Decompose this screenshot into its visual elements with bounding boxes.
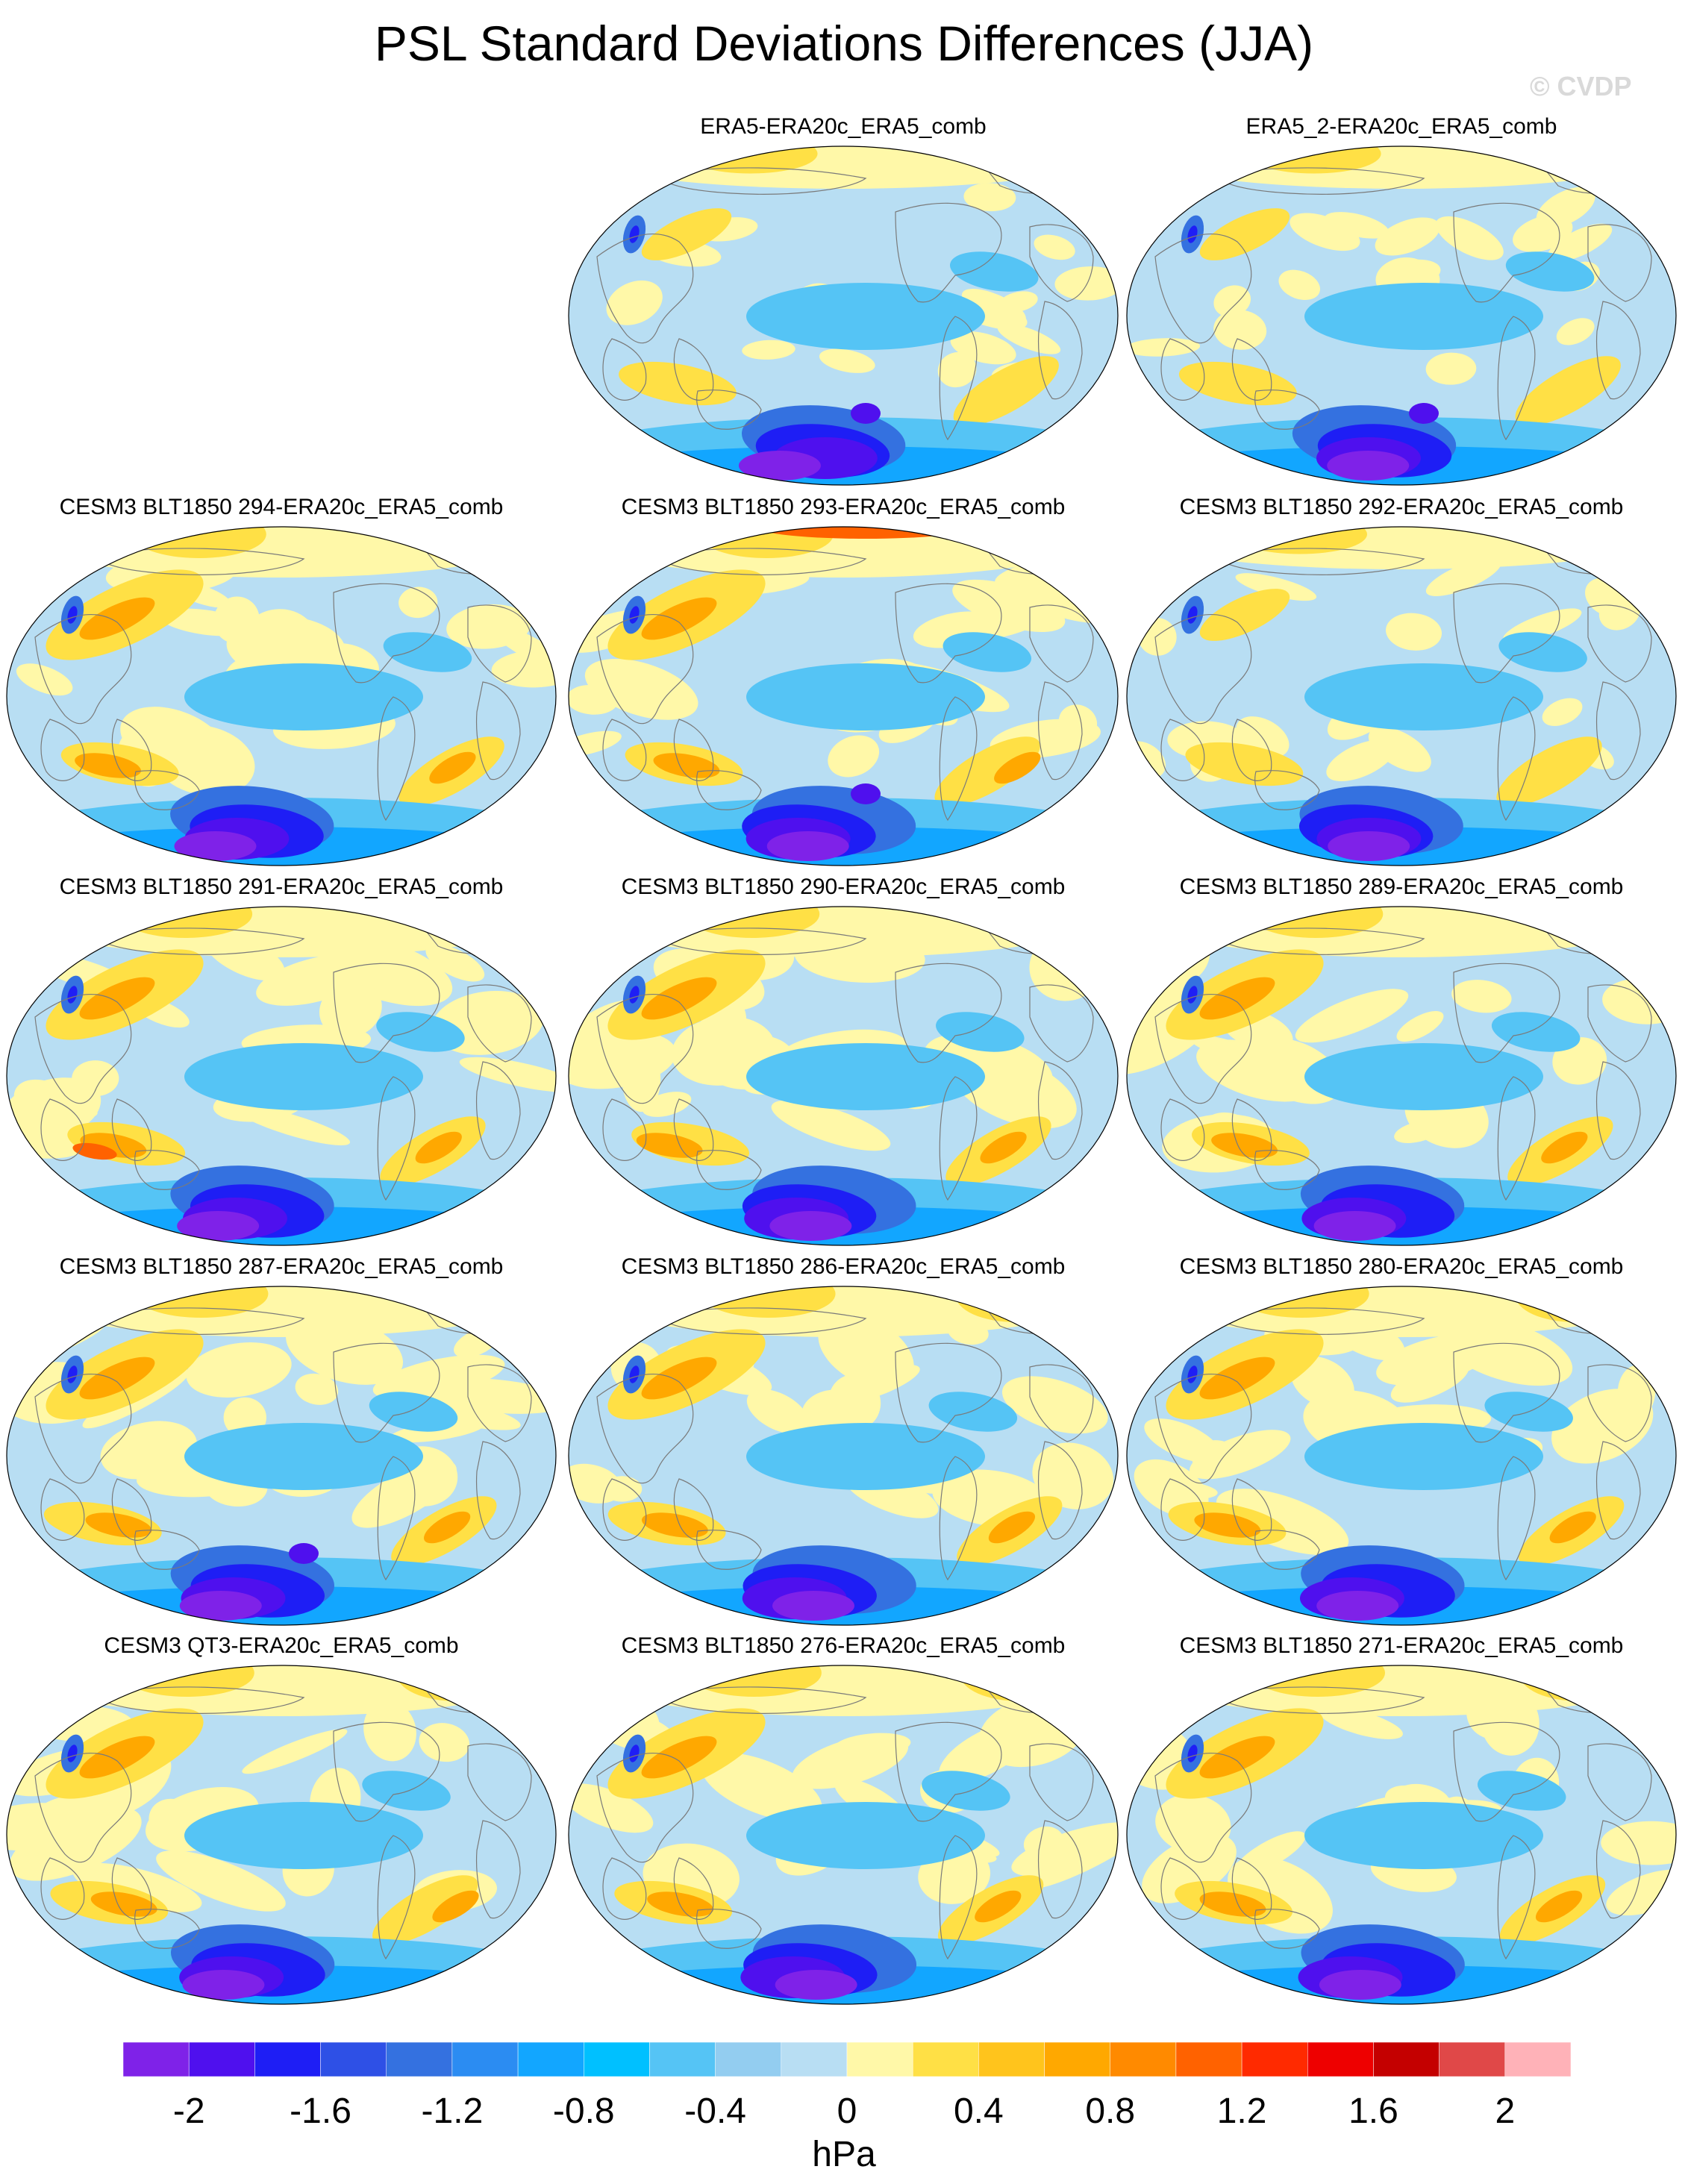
- colorbar-swatch: [122, 2041, 190, 2077]
- colorbar-swatch: [846, 2041, 913, 2077]
- colorbar-swatch: [1307, 2041, 1374, 2077]
- colorbar-tick-label: 0: [837, 2091, 857, 2131]
- panel-title: ERA5_2-ERA20c_ERA5_comb: [1245, 114, 1557, 139]
- colorbar-swatch: [451, 2041, 519, 2077]
- colorbar-tick-label: -1.2: [422, 2091, 484, 2131]
- psl-anomaly-map: [568, 146, 1119, 486]
- psl-anomaly-map: [568, 1286, 1119, 1626]
- panel-title: CESM3 BLT1850 290-ERA20c_ERA5_comb: [621, 874, 1066, 899]
- colorbar-swatch: [912, 2041, 979, 2077]
- map-panel: ERA5-ERA20c_ERA5_comb: [567, 113, 1119, 494]
- map-panel: CESM3 BLT1850 280-ERA20c_ERA5_comb: [1125, 1254, 1678, 1634]
- map-panel: CESM3 BLT1850 289-ERA20c_ERA5_comb: [1125, 874, 1678, 1254]
- colorbar-swatch: [781, 2041, 848, 2077]
- colorbar-swatch: [1439, 2041, 1506, 2077]
- colorbar-tick-label: 1.2: [1217, 2091, 1267, 2131]
- map-panel: CESM3 BLT1850 293-ERA20c_ERA5_comb: [567, 494, 1119, 874]
- colorbar-tick-label: -0.8: [553, 2091, 615, 2131]
- panel-title: CESM3 BLT1850 291-ERA20c_ERA5_comb: [59, 874, 504, 899]
- map-panel-grid: ERA5-ERA20c_ERA5_comb ERA5_2-ERA20c_ERA5_…: [5, 113, 1678, 2013]
- panel-title: CESM3 QT3-ERA20c_ERA5_comb: [104, 1633, 459, 1658]
- cvdp-watermark: © CVDP: [1530, 71, 1632, 101]
- colorbar-swatch: [649, 2041, 716, 2077]
- colorbar-swatch: [584, 2041, 650, 2077]
- colorbar-swatch: [1175, 2041, 1242, 2077]
- psl-anomaly-map: [6, 906, 557, 1246]
- colorbar-swatch: [978, 2041, 1045, 2077]
- panel-title: CESM3 BLT1850 289-ERA20c_ERA5_comb: [1179, 874, 1624, 899]
- psl-anomaly-map: [1126, 146, 1677, 486]
- colorbar-swatch: [386, 2041, 453, 2077]
- colorbar-swatch: [1504, 2041, 1572, 2077]
- psl-anomaly-map: [1126, 1286, 1677, 1626]
- psl-anomaly-map: [6, 1286, 557, 1626]
- psl-anomaly-map: [568, 906, 1119, 1246]
- map-panel: ERA5_2-ERA20c_ERA5_comb: [1125, 113, 1678, 494]
- panel-title: CESM3 BLT1850 293-ERA20c_ERA5_comb: [621, 495, 1066, 519]
- colorbar-swatch: [517, 2041, 584, 2077]
- colorbar-tick-label: 0.8: [1085, 2091, 1135, 2131]
- map-panel: CESM3 BLT1850 290-ERA20c_ERA5_comb: [567, 874, 1119, 1254]
- colorbar-swatch: [320, 2041, 387, 2077]
- colorbar-swatch: [1110, 2041, 1177, 2077]
- panel-title: CESM3 BLT1850 276-ERA20c_ERA5_comb: [621, 1633, 1066, 1658]
- psl-anomaly-map: [1126, 906, 1677, 1246]
- psl-anomaly-map: [1126, 1665, 1677, 2005]
- psl-anomaly-map: [6, 526, 557, 866]
- panel-title: ERA5-ERA20c_ERA5_comb: [700, 114, 987, 139]
- colorbar-swatch: [715, 2041, 782, 2077]
- map-panel: CESM3 BLT1850 294-ERA20c_ERA5_comb: [5, 494, 557, 874]
- colorbar-swatch: [1044, 2041, 1110, 2077]
- psl-anomaly-map: [568, 526, 1119, 866]
- colorbar: -2 -1.6 -1.2 -0.8 -0.4 0 0.4 0.8 1.2 1.6 2: [122, 2041, 1572, 2131]
- map-panel: CESM3 QT3-ERA20c_ERA5_comb: [5, 1633, 557, 2013]
- colorbar-tick-label: -0.4: [684, 2091, 746, 2131]
- map-panel: CESM3 BLT1850 287-ERA20c_ERA5_comb: [5, 1254, 557, 1634]
- panel-title: CESM3 BLT1850 271-ERA20c_ERA5_comb: [1179, 1633, 1624, 1658]
- main-title: PSL Standard Deviations Differences (JJA…: [374, 16, 1314, 71]
- panel-title: CESM3 BLT1850 280-ERA20c_ERA5_comb: [1179, 1254, 1624, 1279]
- colorbar-tick-label: 2: [1495, 2091, 1515, 2131]
- map-panel: CESM3 BLT1850 271-ERA20c_ERA5_comb: [1125, 1633, 1678, 2013]
- psl-anomaly-map: [568, 1665, 1119, 2005]
- colorbar-swatch: [1373, 2041, 1440, 2077]
- panel-title: CESM3 BLT1850 286-ERA20c_ERA5_comb: [621, 1254, 1066, 1279]
- map-panel: CESM3 BLT1850 291-ERA20c_ERA5_comb: [5, 874, 557, 1254]
- colorbar-tick-label: -2: [173, 2091, 205, 2131]
- colorbar-swatch: [188, 2041, 255, 2077]
- panel-title: CESM3 BLT1850 294-ERA20c_ERA5_comb: [59, 495, 504, 519]
- colorbar-swatch: [1241, 2041, 1308, 2077]
- psl-anomaly-map: [1126, 526, 1677, 866]
- map-panel: CESM3 BLT1850 286-ERA20c_ERA5_comb: [567, 1254, 1119, 1634]
- panel-title: CESM3 BLT1850 292-ERA20c_ERA5_comb: [1179, 495, 1624, 519]
- map-panel: CESM3 BLT1850 292-ERA20c_ERA5_comb: [1125, 494, 1678, 874]
- colorbar-tick-label: 1.6: [1348, 2091, 1398, 2131]
- colorbar-tick-label: 0.4: [954, 2091, 1004, 2131]
- map-panel: CESM3 BLT1850 276-ERA20c_ERA5_comb: [567, 1633, 1119, 2013]
- psl-anomaly-map: [6, 1665, 557, 2005]
- panel-title: CESM3 BLT1850 287-ERA20c_ERA5_comb: [59, 1254, 504, 1279]
- colorbar-swatch: [254, 2041, 321, 2077]
- colorbar-units: hPa: [812, 2135, 876, 2174]
- colorbar-tick-label: -1.6: [290, 2091, 351, 2131]
